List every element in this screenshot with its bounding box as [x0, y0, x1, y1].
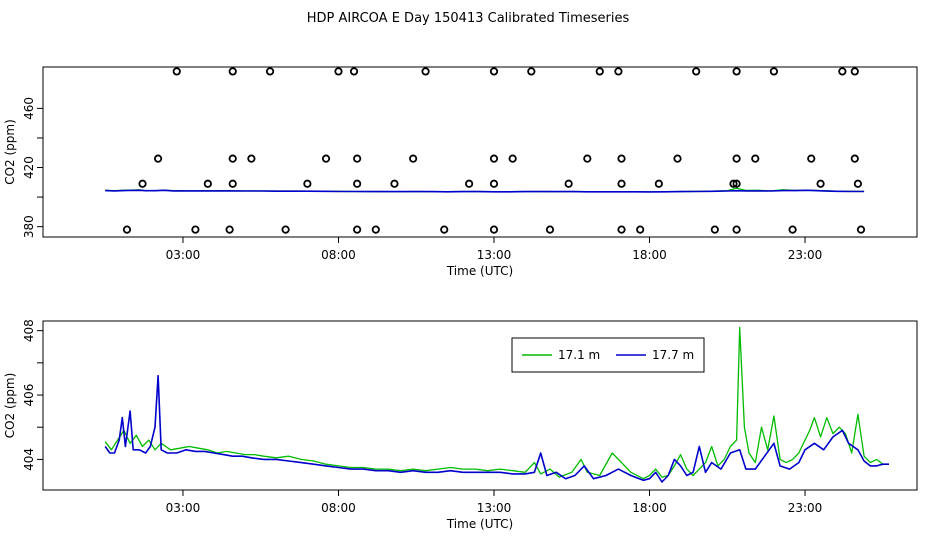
top-panel: 03:00 08:00 13:00 18:00 23:00 Time (UTC) 380 42… — [3, 66, 918, 278]
data-point — [172, 67, 181, 76]
series-line-17-1-m — [104, 326, 889, 480]
data-point — [732, 67, 741, 76]
x-tick-label: 08:00 — [321, 248, 356, 262]
data-point — [614, 67, 623, 76]
data-point — [465, 179, 474, 188]
data-point — [788, 225, 797, 234]
data-point — [729, 179, 738, 188]
data-point — [654, 179, 663, 188]
series-line-1 — [105, 189, 865, 193]
data-point — [353, 154, 362, 163]
data-point — [390, 179, 399, 188]
y-tick-label: 460 — [22, 97, 36, 120]
data-point — [564, 179, 573, 188]
y-axis-label: CO2 (ppm) — [3, 373, 17, 439]
data-point — [334, 67, 343, 76]
data-point — [732, 179, 741, 188]
plot-frame — [42, 66, 918, 238]
data-point — [673, 154, 682, 163]
x-tick-label: 18:00 — [632, 501, 667, 515]
data-point — [545, 225, 555, 234]
x-tick-label: 23:00 — [788, 501, 823, 515]
y-tick-label: 408 — [22, 319, 36, 342]
data-point — [583, 154, 592, 163]
data-point — [203, 179, 212, 188]
data-point — [692, 67, 701, 76]
data-point — [138, 179, 147, 188]
data-point — [489, 67, 499, 76]
x-tick-label: 03:00 — [166, 248, 201, 262]
data-point — [228, 67, 237, 76]
data-point — [228, 179, 237, 188]
data-point — [816, 179, 825, 188]
y-tick-label: 404 — [22, 448, 36, 471]
data-point — [732, 154, 741, 163]
x-tick-label: 08:00 — [321, 501, 356, 515]
data-point — [617, 154, 626, 163]
data-point — [153, 154, 163, 163]
data-point — [850, 154, 859, 163]
data-point — [527, 67, 536, 76]
data-point — [489, 154, 499, 163]
data-point — [122, 225, 132, 234]
data-point — [751, 154, 760, 163]
y-axis-label: CO2 (ppm) — [3, 119, 17, 185]
data-point — [353, 179, 362, 188]
data-point — [303, 179, 312, 188]
data-point — [228, 154, 237, 163]
data-point — [421, 67, 430, 76]
data-point — [191, 225, 200, 234]
x-tick-label: 13:00 — [477, 248, 512, 262]
data-point — [265, 67, 275, 76]
legend-label: 17.7 m — [652, 348, 694, 362]
data-point — [769, 67, 779, 76]
y-tick-label: 420 — [22, 156, 36, 179]
x-tick-label: 03:00 — [166, 501, 201, 515]
data-point — [489, 179, 499, 188]
legend: 17.1 m 17.7 m — [511, 337, 705, 373]
series-line-17-7-m — [104, 374, 889, 483]
chart-title: HDP AIRCOA E Day 150413 Calibrated Times… — [307, 11, 630, 26]
data-point — [595, 67, 604, 76]
data-point — [853, 179, 863, 188]
data-point — [838, 67, 847, 76]
x-tick-label: 18:00 — [632, 248, 667, 262]
data-point — [732, 225, 741, 234]
data-point — [807, 154, 816, 163]
data-point — [440, 225, 449, 234]
data-point — [225, 225, 234, 234]
y-tick-label: 406 — [22, 384, 36, 407]
data-point — [710, 225, 719, 234]
x-axis-label: Time (UTC) — [446, 517, 513, 531]
data-point — [321, 154, 331, 163]
x-tick-label: 23:00 — [788, 248, 823, 262]
bottom-panel: 03:00 08:00 13:00 18:00 23:00 Time (UTC) 404 40… — [3, 319, 918, 531]
data-point — [850, 67, 859, 76]
plot-frame — [42, 320, 918, 491]
data-point — [353, 225, 362, 234]
legend-label: 17.1 m — [558, 348, 600, 362]
data-point — [371, 225, 380, 234]
data-point — [409, 154, 418, 163]
data-point — [856, 225, 866, 234]
data-point — [247, 154, 256, 163]
x-tick-label: 13:00 — [477, 501, 512, 515]
data-point — [617, 179, 626, 188]
data-point — [617, 225, 626, 234]
data-point — [281, 225, 290, 234]
data-point — [489, 225, 499, 234]
y-tick-label: 380 — [22, 215, 36, 238]
data-point — [349, 67, 359, 76]
data-point — [508, 154, 517, 163]
x-axis-label: Time (UTC) — [446, 264, 513, 278]
data-point — [636, 225, 645, 234]
